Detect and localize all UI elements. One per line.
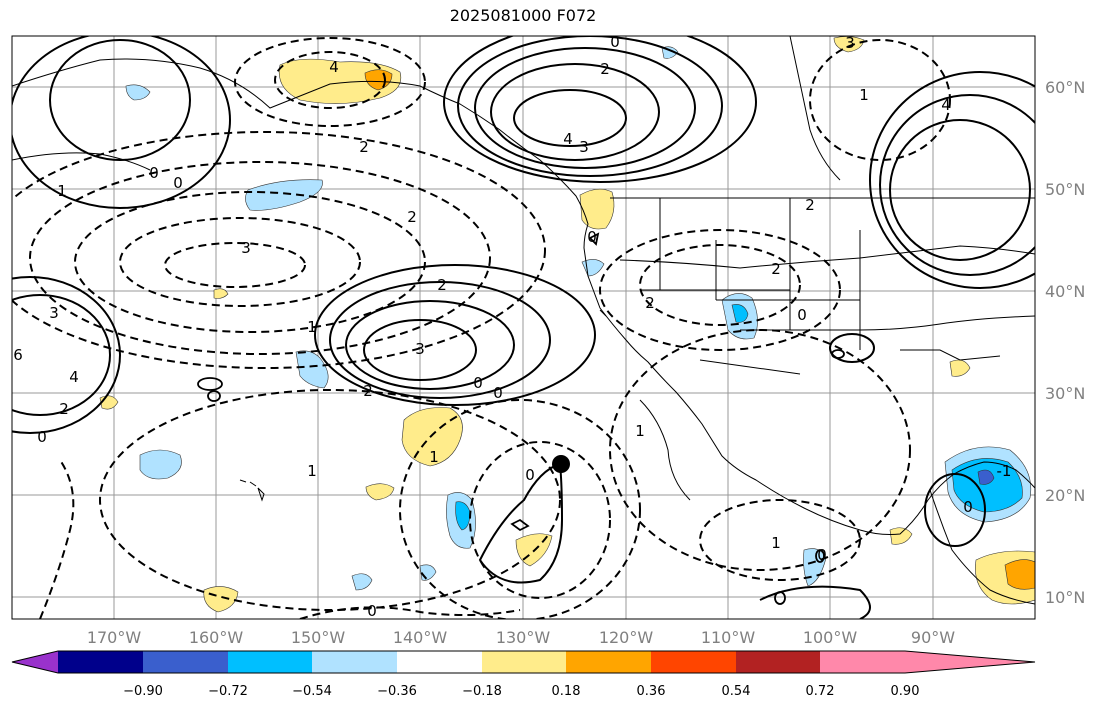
contour-label: 1 (771, 534, 781, 552)
contour-label: 4 (69, 368, 79, 386)
contour-label: 1 (635, 422, 645, 440)
contour-label: -1 (997, 462, 1012, 480)
contour-label: 2 (59, 400, 69, 418)
lat-tick-label: 20°N (1045, 486, 1085, 505)
contour-label: 2 (771, 260, 781, 278)
lon-tick-label: 150°W (291, 628, 346, 647)
contour-label: 2 (437, 276, 447, 294)
contour-label: 0 (587, 228, 597, 246)
contour-label: 1 (307, 318, 317, 336)
small-contours (197, 232, 845, 605)
contour-label: 0 (610, 33, 620, 51)
contour-label: 0 (797, 306, 807, 324)
colorbar-outline (11, 650, 1036, 674)
coastlines (12, 36, 1035, 605)
colorbar-extend-low (12, 651, 58, 673)
contour-label: 2 (645, 294, 655, 312)
dashed-contours (12, 37, 951, 619)
contour-label: 0 (963, 498, 973, 516)
colorbar-tick-label: 0.90 (891, 684, 920, 699)
contour-label: 2 (805, 196, 815, 214)
contour-label: 1 (57, 182, 67, 200)
contour-label: 0 (817, 546, 827, 564)
contour-label: 6 (13, 346, 23, 364)
lon-tick-label: 90°W (911, 628, 955, 647)
lat-tick-label: 60°N (1045, 78, 1085, 97)
latitude-labels: 60°N 50°N 40°N 30°N 20°N 10°N (1045, 78, 1085, 607)
lat-tick-label: 30°N (1045, 384, 1085, 403)
islands (239, 309, 607, 502)
colorbar-tick-labels: −0.90 −0.72 −0.54 −0.36 −0.18 0.18 0.36 … (123, 684, 919, 699)
colorbar-bin (397, 651, 482, 673)
contour-label: 3 (579, 138, 589, 156)
lon-tick-label: 170°W (87, 628, 142, 647)
lon-tick-label: 130°W (496, 628, 551, 647)
colorbar-bin (820, 651, 905, 673)
contour-label: 3 (415, 340, 425, 358)
lon-tick-label: 100°W (803, 628, 858, 647)
contour-label: 1 (429, 448, 439, 466)
contour-labels: 0 2 4 3 2 3 2 0 1 0 3 2 2 4 3 1 2 0 0 1 … (13, 33, 1012, 620)
contour-label: 0 (493, 384, 503, 402)
colorbar-bin (312, 651, 397, 673)
storm-center-marker (552, 455, 570, 473)
contour-label: 1 (307, 462, 317, 480)
contour-label: 1 (859, 86, 869, 104)
contour-label: 0 (149, 164, 159, 182)
lon-tick-label: 120°W (599, 628, 654, 647)
contour-label: 2 (407, 208, 417, 226)
lon-tick-label: 140°W (393, 628, 448, 647)
colorbar-bin (58, 651, 143, 673)
colorbar: −0.90 −0.72 −0.54 −0.36 −0.18 0.18 0.36 … (11, 650, 1036, 699)
contour-label: 4 (329, 58, 339, 76)
lat-tick-label: 50°N (1045, 180, 1085, 199)
contour-label: 0 (173, 174, 183, 192)
contour-label: 0 (473, 374, 483, 392)
lat-tick-label: 40°N (1045, 282, 1085, 301)
lon-tick-label: 110°W (701, 628, 756, 647)
contour-label: 0 (37, 428, 47, 446)
colorbar-bin (482, 651, 566, 673)
contour-label: 2 (363, 382, 373, 400)
contour-label: 4 (941, 96, 951, 114)
colorbar-bin (651, 651, 736, 673)
contour-label: 0 (367, 602, 377, 620)
contour-label: 3 (241, 239, 251, 257)
colorbar-bin (143, 651, 228, 673)
colorbar-bin (736, 651, 820, 673)
colorbar-tick-label: 0.72 (806, 684, 835, 699)
contour-label: 0 (525, 466, 535, 484)
colorbar-tick-label: −0.18 (462, 684, 502, 699)
colorbar-tick-label: 0.36 (637, 684, 666, 699)
contour-label: 2 (359, 138, 369, 156)
longitude-labels: 170°W 160°W 150°W 140°W 130°W 120°W 110°… (87, 628, 955, 647)
colorbar-tick-label: 0.18 (552, 684, 581, 699)
colorbar-tick-label: −0.72 (208, 684, 248, 699)
lat-tick-label: 10°N (1045, 588, 1085, 607)
colorbar-bin (228, 651, 312, 673)
colorbar-tick-label: −0.90 (123, 684, 163, 699)
colorbar-extend-high (905, 651, 1035, 673)
solid-contours (12, 36, 1035, 619)
colorbar-tick-label: 0.54 (722, 684, 751, 699)
colorbar-bin (566, 651, 651, 673)
contour-label: 3 (845, 34, 855, 52)
contour-label: 3 (49, 304, 59, 322)
colorbar-tick-label: −0.54 (292, 684, 332, 699)
contour-label: 4 (563, 130, 573, 148)
map-contents: 0 2 4 3 2 3 2 0 1 0 3 2 2 4 3 1 2 0 0 1 … (12, 33, 1035, 620)
colorbar-tick-label: −0.36 (377, 684, 417, 699)
lon-tick-label: 160°W (189, 628, 244, 647)
contour-label: 2 (600, 60, 610, 78)
map-frame (11, 35, 1036, 620)
map-title: 2025081000 F072 (449, 6, 597, 25)
